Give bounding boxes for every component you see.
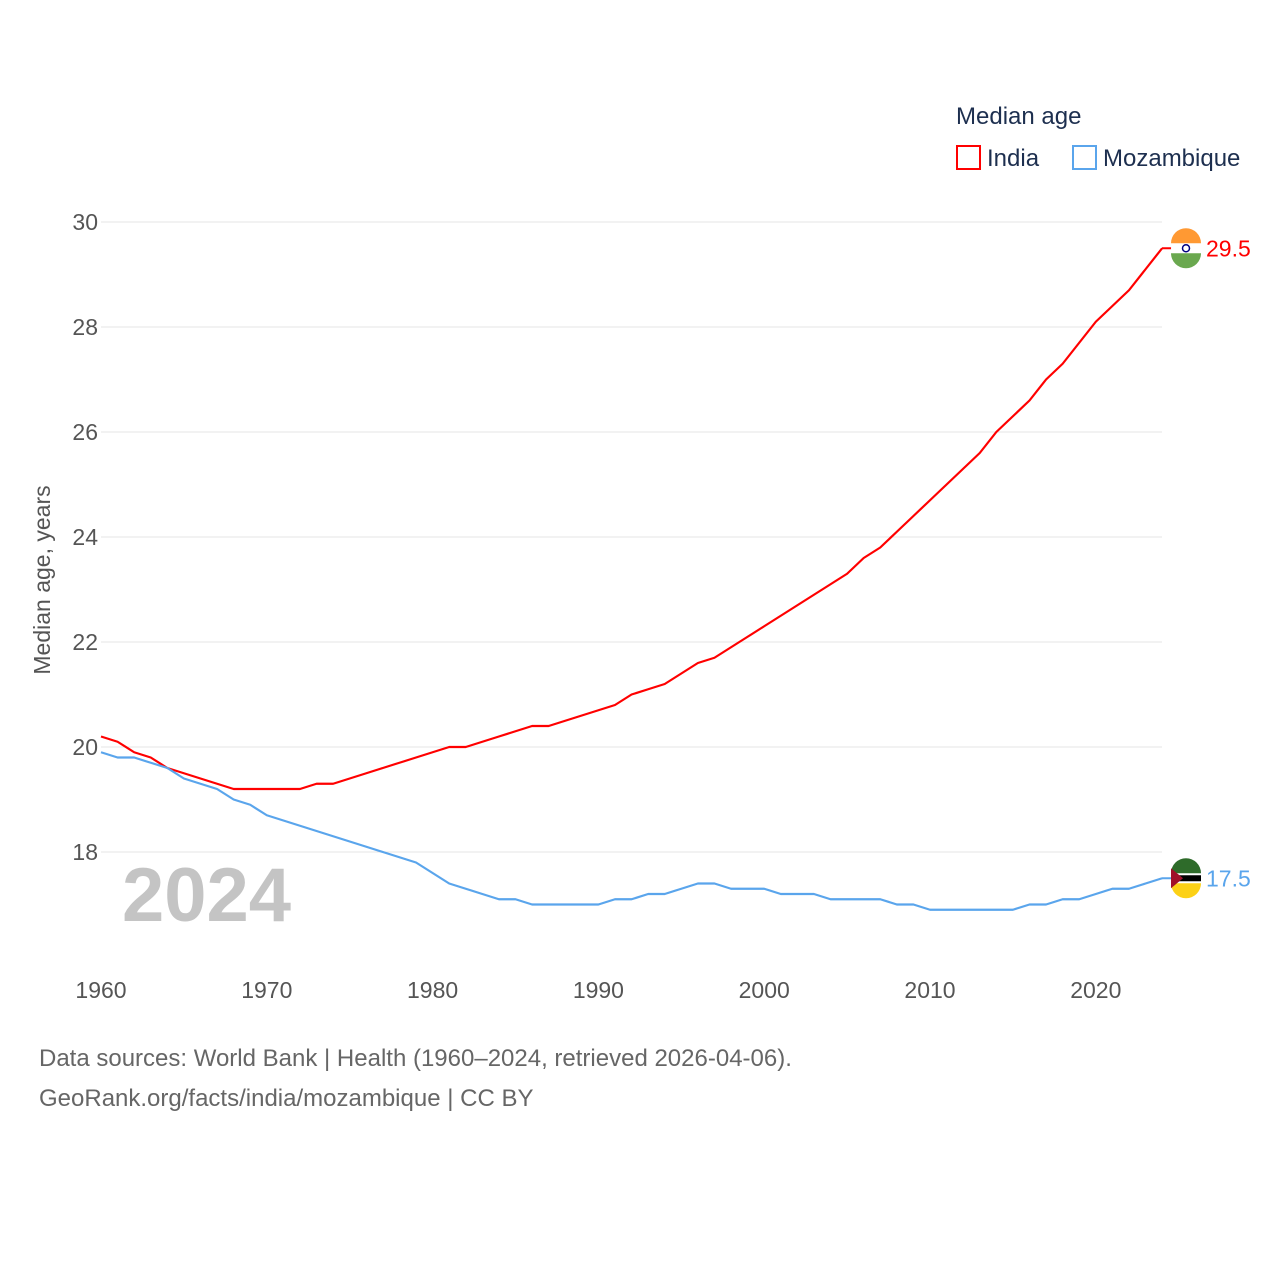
y-tick-label: 26: [72, 419, 98, 445]
x-tick-label: 1960: [75, 977, 126, 1003]
x-tick-label: 1990: [573, 977, 624, 1003]
y-tick-label: 18: [72, 839, 98, 865]
series-line-india: [100, 247, 1163, 791]
india-flag-saffron: [1171, 228, 1201, 244]
mozambique-flag-yellow: [1171, 883, 1201, 899]
legend-label-mozambique: Mozambique: [1103, 145, 1240, 172]
legend-swatch: [1072, 145, 1097, 170]
end-value-label-india: 29.5: [1206, 235, 1251, 261]
legend-title: Median age: [956, 103, 1081, 130]
x-tick-label: 2010: [904, 977, 955, 1003]
data-sources-note: Data sources: World Bank | Health (1960–…: [39, 1045, 792, 1072]
series-line-mozambique: [100, 751, 1163, 911]
legend-swatch: [956, 145, 981, 170]
y-tick-label: 24: [72, 524, 98, 550]
x-tick-label: 1970: [241, 977, 292, 1003]
mozambique-flag-black: [1171, 875, 1201, 882]
india-flag-green: [1171, 253, 1201, 269]
y-tick-label: 30: [72, 209, 98, 235]
x-tick-label: 2020: [1070, 977, 1121, 1003]
mozambique-flag-green: [1171, 858, 1201, 874]
y-tick-label: 28: [72, 314, 98, 340]
y-axis-label: Median age, years: [29, 485, 55, 674]
mozambique-flag-triangle: [1171, 868, 1183, 889]
source-link[interactable]: GeoRank.org/facts/india/mozambique | CC …: [39, 1085, 534, 1112]
y-tick-label: 20: [72, 734, 98, 760]
legend-label-india: India: [987, 145, 1040, 172]
y-tick-label: 22: [72, 629, 98, 655]
year-watermark: 2024: [122, 853, 291, 938]
end-value-label-mozambique: 17.5: [1206, 865, 1251, 891]
india-flag-chakra: [1181, 244, 1191, 253]
x-tick-label: 1980: [407, 977, 458, 1003]
x-tick-label: 2000: [739, 977, 790, 1003]
